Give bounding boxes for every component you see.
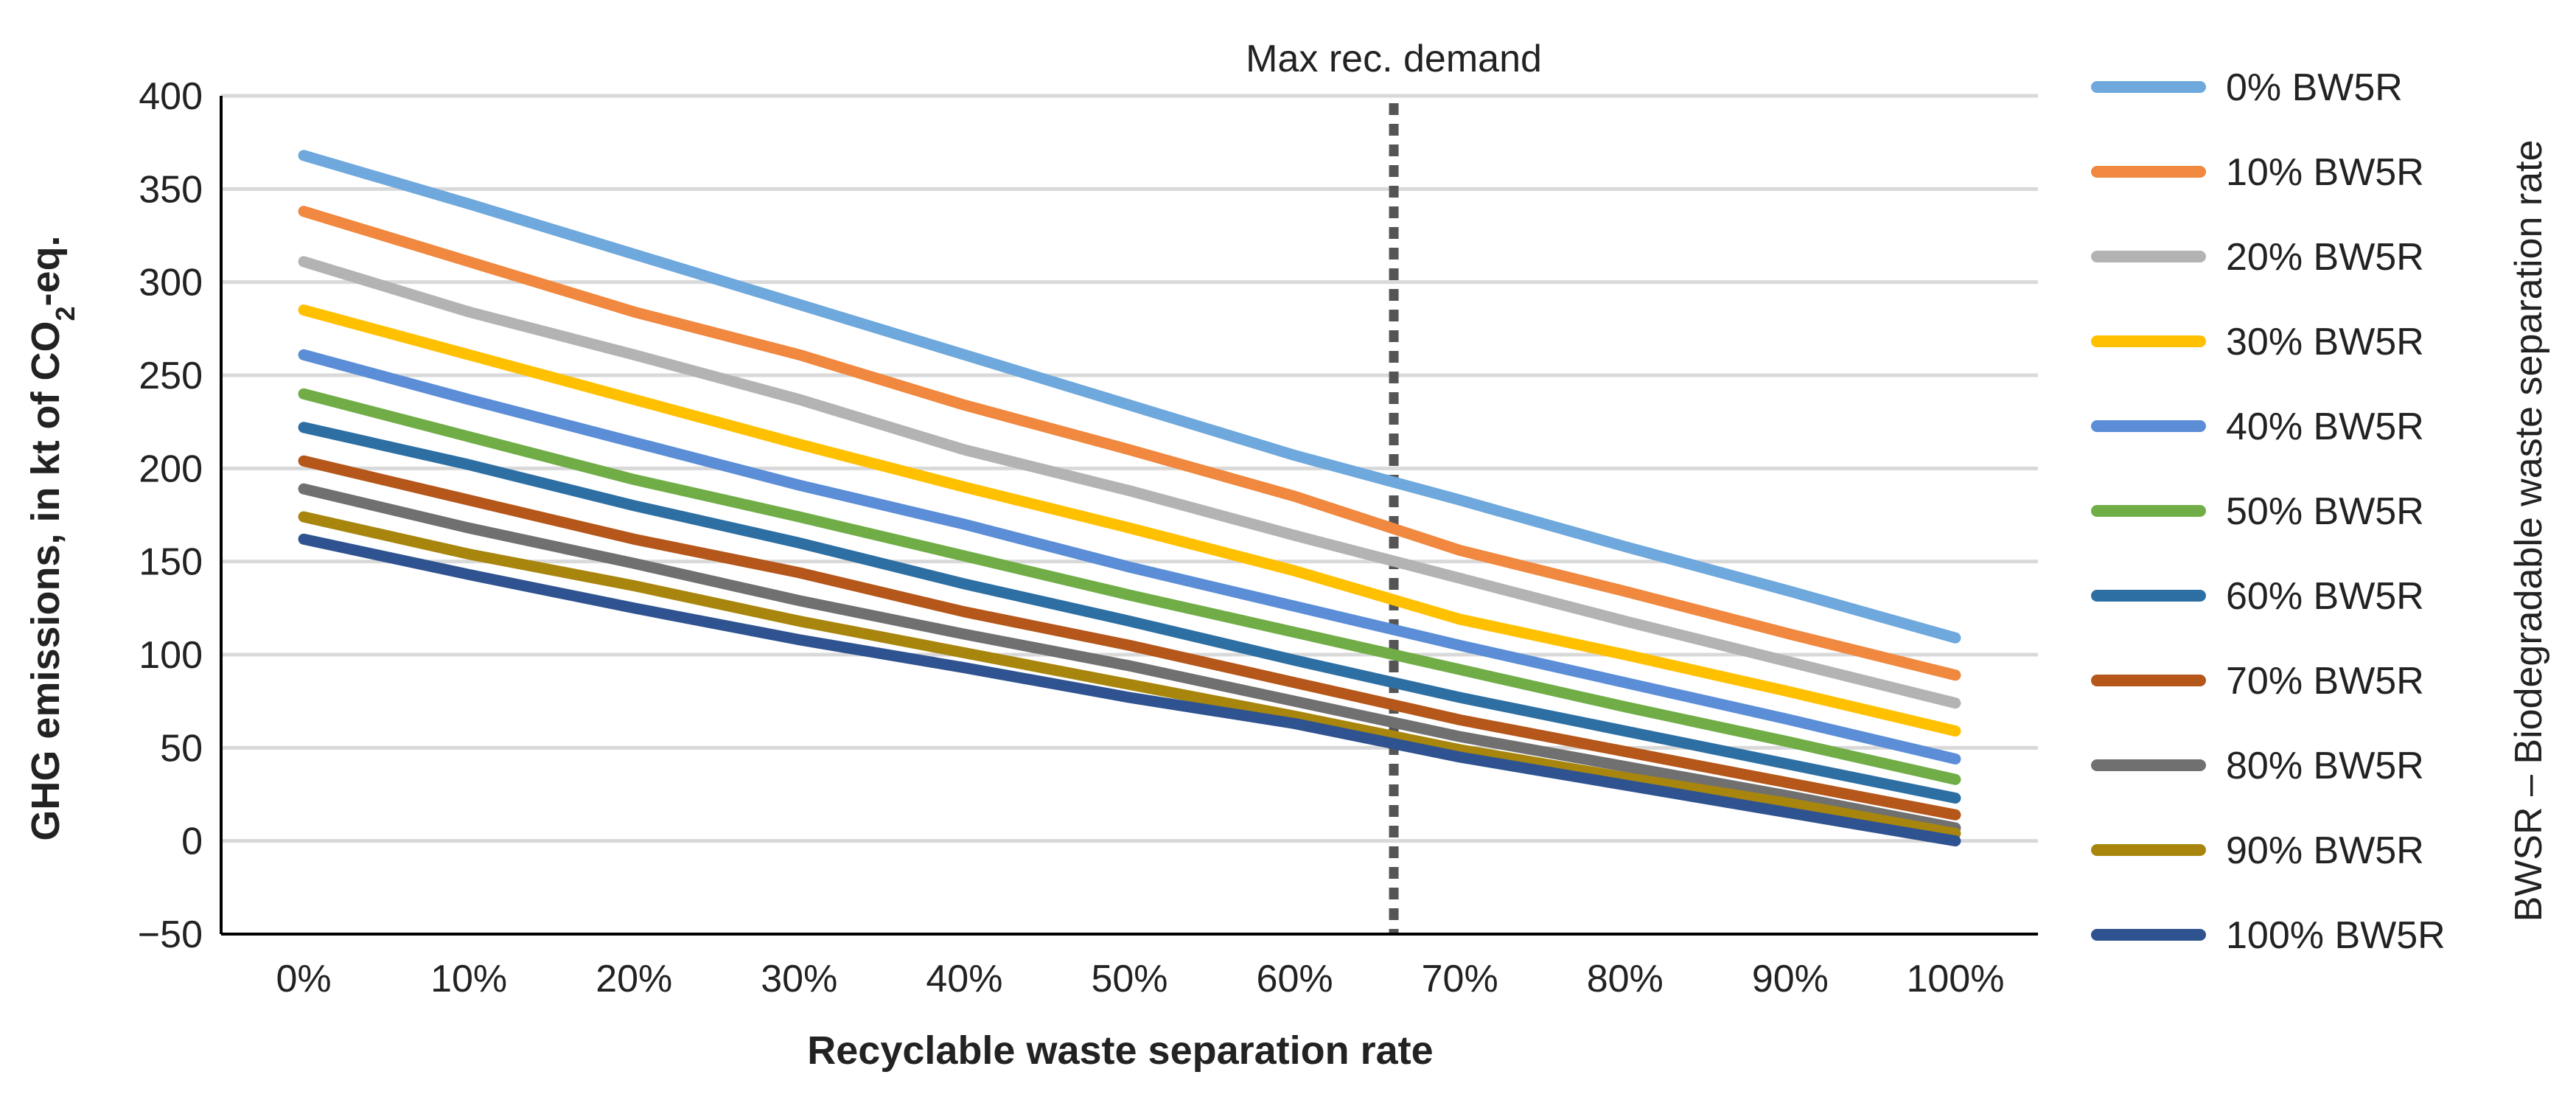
x-tick-label-8: 80% xyxy=(1587,958,1664,1000)
x-tick-label-10: 100% xyxy=(1906,958,2004,1000)
x-tick-label-9: 90% xyxy=(1752,958,1829,1000)
x-tick-label-7: 70% xyxy=(1422,958,1498,1000)
x-tick-label-0: 0% xyxy=(276,958,331,1000)
axes xyxy=(220,96,2038,936)
x-tick-labels: 0% 10% 20% 30% 40% 50% 60% 70% 80% 90% 100% xyxy=(276,958,2004,1000)
y-tick-label-0: −50 xyxy=(138,913,203,956)
legend-label-2: 20% BW5R xyxy=(2226,236,2424,279)
y-tick-label-8: 350 xyxy=(139,168,203,211)
x-tick-label-5: 50% xyxy=(1091,958,1167,1000)
annotation-layer: Max rec. demand xyxy=(1246,38,1542,934)
y-tick-label-1: 0 xyxy=(181,821,203,863)
legend-label-7: 70% BW5R xyxy=(2226,660,2424,703)
x-tick-label-3: 30% xyxy=(761,958,837,1000)
legend-label-8: 80% BW5R xyxy=(2226,745,2424,787)
series-line-4 xyxy=(298,349,1961,765)
y-tick-label-2: 50 xyxy=(160,727,203,770)
legend-label-10: 100% BW5R xyxy=(2226,914,2446,957)
y-axis-title-main: GHG emissions, in kt of CO xyxy=(24,321,68,840)
series-lines xyxy=(298,150,1961,847)
series-line-3 xyxy=(298,304,1961,737)
series-line-0 xyxy=(298,150,1961,644)
series-line-1 xyxy=(298,206,1961,681)
legend-label-9: 90% BW5R xyxy=(2226,829,2424,872)
x-tick-label-6: 60% xyxy=(1257,958,1333,1000)
series-line-10 xyxy=(298,533,1961,847)
series-line-8 xyxy=(298,483,1961,834)
y-tick-label-6: 250 xyxy=(139,355,203,397)
legend-label-3: 30% BW5R xyxy=(2226,321,2424,363)
x-tick-label-2: 20% xyxy=(596,958,672,1000)
y-tick-labels: −50 0 50 100 150 200 250 300 350 400 xyxy=(138,75,203,956)
series-line-9 xyxy=(298,511,1961,840)
legend-label-1: 10% BW5R xyxy=(2226,151,2424,194)
legend-label-5: 50% BW5R xyxy=(2226,490,2424,533)
legend-label-0: 0% BW5R xyxy=(2226,66,2403,109)
x-axis-title: Recyclable waste separation rate xyxy=(807,1028,1433,1073)
y-tick-label-9: 400 xyxy=(139,75,203,118)
y-axis-title: GHG emissions, in kt of CO2-eq. xyxy=(24,235,80,840)
legend: 0% BW5R 10% BW5R 20% BW5R 30% BW5R 40% BW5R 5… xyxy=(2091,66,2446,957)
y-axis-title-subscript: 2 xyxy=(50,306,80,321)
series-line-7 xyxy=(298,455,1961,821)
y-tick-label-7: 300 xyxy=(139,262,203,304)
series-line-2 xyxy=(298,256,1961,709)
series-line-5 xyxy=(298,388,1961,785)
max-rec-demand-label: Max rec. demand xyxy=(1246,38,1542,80)
y-tick-label-5: 200 xyxy=(139,447,203,490)
x-tick-label-1: 10% xyxy=(430,958,507,1000)
series-line-6 xyxy=(298,422,1961,804)
x-tick-label-4: 40% xyxy=(926,958,1002,1000)
legend-label-4: 40% BW5R xyxy=(2226,405,2424,448)
y-tick-label-3: 100 xyxy=(139,634,203,677)
y-tick-label-4: 150 xyxy=(139,541,203,584)
legend-title: BWSR – Biodegradable waste separation ra… xyxy=(2507,140,2550,922)
y-axis-title-suffix: -eq. xyxy=(24,235,68,306)
legend-label-6: 60% BW5R xyxy=(2226,575,2424,618)
